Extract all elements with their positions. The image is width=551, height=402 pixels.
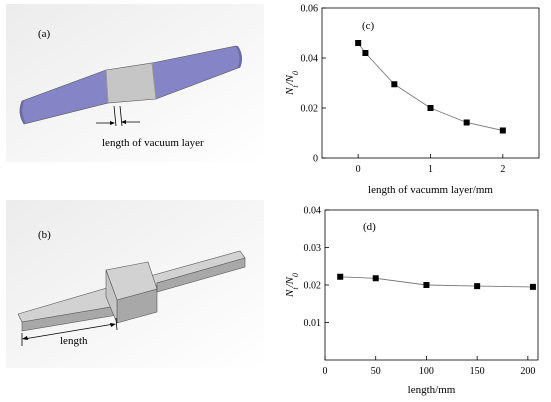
chart-c-frame xyxy=(321,7,540,159)
chart-d-ylabel-sub2: 0 xyxy=(291,273,300,277)
chart-c-panel-label: (c) xyxy=(362,20,375,32)
chart-d-point-3 xyxy=(474,283,481,290)
chart-c-ytick-label-2: 0.04 xyxy=(301,54,319,65)
chart-c-point-2 xyxy=(391,81,398,88)
vacuum-dimension xyxy=(96,105,140,127)
chart-d-xtick-label-4: 200 xyxy=(520,366,535,377)
chart-c: (c) Nt/N0 length of vacumm layer/mm 0 1 20… xyxy=(284,4,540,196)
chart-d-ylabel-slash: / xyxy=(284,283,296,288)
chart-d-ytick-label-2: 0.03 xyxy=(304,243,322,254)
chart-c-point-0 xyxy=(355,40,362,46)
length-arrowhead-left xyxy=(22,336,28,340)
length-dimension xyxy=(21,317,118,346)
chart-c-ytick-label-3: 0.06 xyxy=(301,4,319,15)
length-annotation: length xyxy=(60,335,88,347)
length-arrowhead-right xyxy=(110,323,116,327)
chart-c-xtick-label-1: 1 xyxy=(428,164,433,175)
chart-d-xtick-label-0: 0 xyxy=(323,366,328,377)
chart-c-ylabel-main2: N xyxy=(284,74,296,83)
chart-d-ylabel-main: N xyxy=(284,289,296,298)
chart-c-ytick-label-1: 0.02 xyxy=(301,104,319,115)
vacuum-layer-right xyxy=(151,62,157,100)
chart-c-point-1 xyxy=(362,50,369,56)
panel-a-label: (a) xyxy=(38,28,51,40)
chart-c-xtick-label-2: 2 xyxy=(500,164,505,175)
chart-d-point-4 xyxy=(529,283,536,290)
blade-right-edge xyxy=(236,46,243,68)
length-tick-right xyxy=(115,317,118,331)
chart-d-ylabel-sub1: t xyxy=(291,287,300,290)
chart-c-ylabel-sub1: t xyxy=(291,85,300,88)
bar-illustration xyxy=(17,250,246,332)
chart-d-point-0 xyxy=(337,273,344,280)
chart-c-point-3 xyxy=(427,105,434,111)
chart-d-xtick-label-3: 150 xyxy=(470,366,485,377)
chart-d-point-1 xyxy=(372,275,379,282)
chart-d: (d) Nt/N0 length/mm 0 50 100 150 2000.010.02… xyxy=(284,206,539,396)
arrowhead-right xyxy=(121,120,126,124)
panel-b: (b) length xyxy=(6,200,264,368)
panel-a: (a) length of vacuum layer xyxy=(6,4,264,162)
chart-c-ylabel: Nt/N0 xyxy=(284,71,300,96)
chart-d-ytick-label-0: 0.01 xyxy=(304,318,322,329)
panel-b-label: (b) xyxy=(38,229,51,241)
chart-c-xtick-label-0: 0 xyxy=(356,164,361,175)
chart-d-ytick-label-1: 0.02 xyxy=(304,281,322,292)
vacuum-layer-annotation: length of vacuum layer xyxy=(102,137,204,149)
arrowhead-left xyxy=(110,121,115,125)
chart-c-ytick-label-0: 0 xyxy=(313,154,318,165)
chart-d-point-2 xyxy=(423,282,430,288)
chart-d-ylabel: Nt/N0 xyxy=(284,273,300,298)
chart-c-ylabel-slash: / xyxy=(284,81,296,86)
chart-c-point-5 xyxy=(499,127,506,134)
dimension-tick-left xyxy=(113,105,117,127)
chart-d-xlabel: length/mm xyxy=(408,384,456,396)
chart-d-panel-label: (d) xyxy=(363,221,376,233)
chart-c-ylabel-sub2: 0 xyxy=(291,71,300,75)
chart-c-series-line xyxy=(357,42,503,131)
chart-d-ylabel-main2: N xyxy=(284,276,296,285)
vacuum-layer-left xyxy=(105,69,109,104)
chart-d-xtick-label-2: 100 xyxy=(419,366,434,377)
blade-left-edge xyxy=(19,101,26,124)
blade-illustration xyxy=(19,45,243,125)
central-block xyxy=(105,62,157,104)
length-arrow xyxy=(23,323,115,340)
chart-d-series-line xyxy=(340,276,533,288)
dimension-tick-right xyxy=(119,105,123,127)
chart-c-point-4 xyxy=(463,119,470,126)
chart-c-xlabel: length of vacumm layer/mm xyxy=(368,184,493,196)
block-front xyxy=(105,269,118,324)
chart-d-xtick-label-1: 50 xyxy=(371,366,381,377)
chart-c-ylabel-main: N xyxy=(284,87,296,96)
chart-d-ytick-label-3: 0.04 xyxy=(304,206,322,217)
